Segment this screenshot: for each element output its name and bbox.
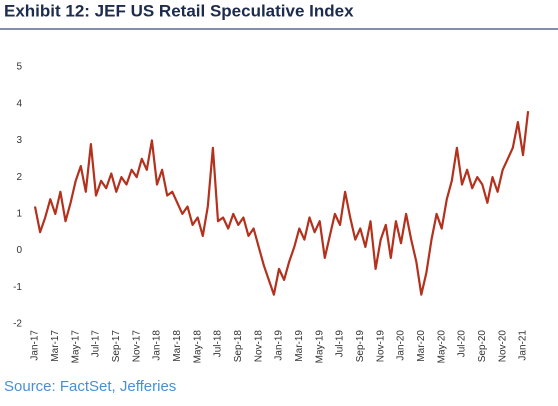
x-tick-label: Sep-18 xyxy=(233,330,244,363)
x-tick-label: Jul-17 xyxy=(91,330,102,358)
y-tick-label: 0 xyxy=(16,245,22,256)
x-tick-label: Jan-20 xyxy=(396,330,407,361)
x-tick-label: Jan-17 xyxy=(30,330,41,361)
x-tick-label: May-18 xyxy=(192,330,203,364)
x-tick-label: Mar-18 xyxy=(172,330,183,362)
x-tick-label: May-19 xyxy=(314,330,325,364)
y-tick-label: 2 xyxy=(16,172,22,183)
x-tick-label: Mar-19 xyxy=(294,330,305,362)
x-tick-label: May-20 xyxy=(436,330,447,364)
x-tick-label: Nov-19 xyxy=(375,330,386,363)
data-line xyxy=(33,110,530,296)
y-tick-label: -2 xyxy=(13,319,22,330)
x-tick-label: Sep-20 xyxy=(477,330,488,363)
y-tick-label: 4 xyxy=(16,98,22,109)
x-tick-label: Jan-21 xyxy=(518,330,529,361)
x-tick-label: Jan-19 xyxy=(274,330,285,361)
y-tick-label: -1 xyxy=(13,282,22,293)
y-tick-label: 1 xyxy=(16,208,22,219)
x-tick-label: Jul-19 xyxy=(335,330,346,358)
x-tick-label: Mar-17 xyxy=(50,330,61,362)
x-tick-label: Nov-17 xyxy=(131,330,142,363)
x-tick-label: Jul-20 xyxy=(457,330,468,358)
source-note: Source: FactSet, Jefferies xyxy=(4,378,176,395)
x-tick-label: Nov-20 xyxy=(497,330,508,363)
x-tick-label: Jul-18 xyxy=(213,330,224,358)
x-tick-label: Sep-19 xyxy=(355,330,366,363)
x-tick-label: Jan-18 xyxy=(152,330,163,361)
y-tick-label: 3 xyxy=(16,135,22,146)
x-tick-label: May-17 xyxy=(70,330,81,364)
chart-title: Exhibit 12: JEF US Retail Speculative In… xyxy=(4,1,354,20)
y-tick-label: 5 xyxy=(16,62,22,73)
x-tick-label: Nov-18 xyxy=(253,330,264,363)
x-tick-label: Mar-20 xyxy=(416,330,427,362)
x-tick-label: Sep-17 xyxy=(111,330,122,363)
